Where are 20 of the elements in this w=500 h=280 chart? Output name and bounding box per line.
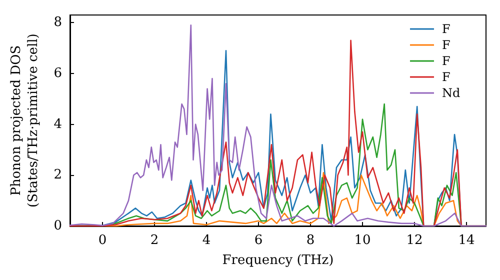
x-axis-title: Frequency (THz)	[222, 252, 334, 268]
x-tick-label: 4	[202, 233, 211, 248]
legend-label: F	[442, 70, 450, 84]
x-tick-label: 14	[458, 233, 475, 248]
x-tick-label: 2	[150, 233, 159, 248]
legend-label: F	[442, 22, 450, 36]
y-tick-label: 4	[54, 116, 62, 132]
legend-label: Nd	[442, 86, 460, 100]
y-tick-label: 0	[54, 218, 62, 234]
legend-label: F	[442, 38, 450, 52]
x-tick-label: 0	[98, 233, 107, 248]
x-tick-label: 10	[354, 233, 371, 248]
y-tick-label: 2	[54, 168, 62, 183]
y-tick-label: 6	[54, 66, 62, 81]
y-tick-label: 8	[54, 15, 62, 30]
y-axis-title: Phonon projected DOS (States/THz·primitive cell)	[9, 33, 41, 208]
legend-label: F	[442, 54, 450, 68]
x-tick-label: 12	[406, 233, 423, 248]
x-tick-label: 6	[254, 233, 263, 248]
x-tick-label: 8	[306, 233, 315, 248]
